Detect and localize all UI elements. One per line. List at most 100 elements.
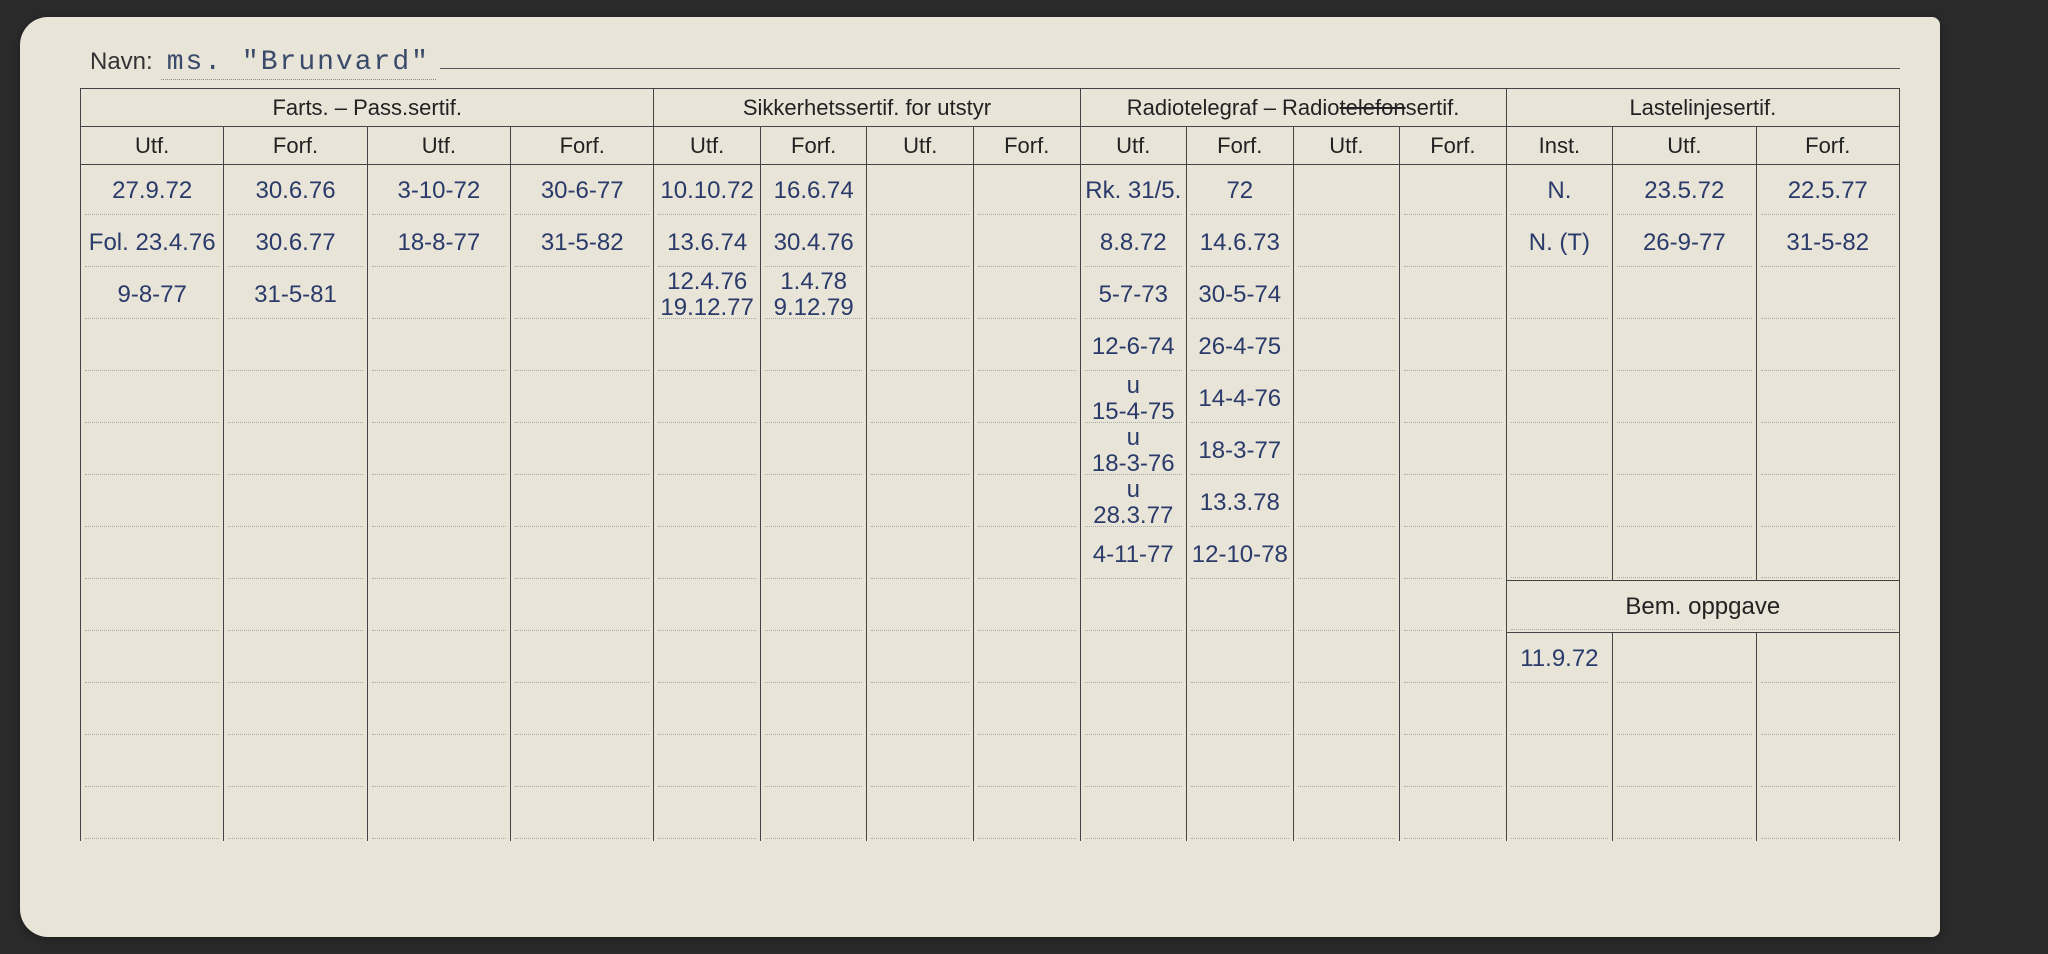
table-cell xyxy=(1506,269,1613,321)
table-cell: 12-10-78 xyxy=(1187,529,1294,581)
table-cell xyxy=(867,321,974,373)
table-cell: 8.8.72 xyxy=(1080,217,1187,269)
table-cell xyxy=(973,165,1080,217)
table-cell xyxy=(1080,633,1187,685)
table-cell xyxy=(224,477,367,529)
table-cell xyxy=(1400,165,1507,217)
table-cell xyxy=(1506,685,1613,737)
table-cell xyxy=(1756,633,1900,685)
col-header: Utf. xyxy=(867,127,974,165)
table-cell xyxy=(654,789,761,841)
table-cell xyxy=(1080,685,1187,737)
table-cell xyxy=(1613,529,1756,581)
table-cell xyxy=(1506,529,1613,581)
table-cell xyxy=(867,269,974,321)
table-cell xyxy=(81,425,224,477)
table-cell: 18-3-77 xyxy=(1187,425,1294,477)
table-cell xyxy=(1187,633,1294,685)
table-cell xyxy=(867,581,974,633)
table-cell xyxy=(367,789,510,841)
table-cell xyxy=(367,321,510,373)
table-cell xyxy=(511,373,654,425)
table-cell: 3-10-72 xyxy=(367,165,510,217)
table-row: 27.9.7230.6.763-10-7230-6-7710.10.7216.6… xyxy=(81,165,1900,217)
table-cell xyxy=(367,269,510,321)
table-cell xyxy=(1613,789,1756,841)
table-cell: N. xyxy=(1506,165,1613,217)
table-cell xyxy=(973,737,1080,789)
table-cell: 14.6.73 xyxy=(1187,217,1294,269)
table-row xyxy=(81,789,1900,841)
table-cell xyxy=(1400,217,1507,269)
table-cell: 5-7-73 xyxy=(1080,269,1187,321)
table-cell xyxy=(1080,789,1187,841)
table-cell xyxy=(367,737,510,789)
table-cell xyxy=(1756,529,1900,581)
group-farts: Farts. – Pass.sertif. xyxy=(81,89,654,127)
table-cell xyxy=(867,737,974,789)
table-cell xyxy=(654,737,761,789)
table-cell xyxy=(1506,321,1613,373)
table-cell xyxy=(1400,737,1507,789)
table-cell: 31-5-81 xyxy=(224,269,367,321)
table-cell: 4-11-77 xyxy=(1080,529,1187,581)
table-cell xyxy=(654,477,761,529)
table-row: 4-11-7712-10-78 xyxy=(81,529,1900,581)
table-cell: 30-6-77 xyxy=(511,165,654,217)
table-cell xyxy=(1080,581,1187,633)
table-cell xyxy=(1400,321,1507,373)
col-header: Utf. xyxy=(81,127,224,165)
table-cell xyxy=(1293,373,1400,425)
table-cell xyxy=(867,165,974,217)
col-header: Forf. xyxy=(224,127,367,165)
table-cell: 31-5-82 xyxy=(1756,217,1900,269)
table-cell: 30.4.76 xyxy=(760,217,867,269)
table-cell xyxy=(224,789,367,841)
table-cell xyxy=(760,529,867,581)
table-row: u 15-4-7514-4-76 xyxy=(81,373,1900,425)
table-cell xyxy=(224,581,367,633)
col-header: Forf. xyxy=(1756,127,1900,165)
table-cell xyxy=(1756,685,1900,737)
table-cell xyxy=(1400,529,1507,581)
table-cell: 14-4-76 xyxy=(1187,373,1294,425)
table-cell xyxy=(973,477,1080,529)
table-cell xyxy=(654,321,761,373)
table-cell xyxy=(1293,477,1400,529)
col-header: Utf. xyxy=(1293,127,1400,165)
table-cell xyxy=(1293,217,1400,269)
table-cell xyxy=(511,737,654,789)
table-cell xyxy=(1613,321,1756,373)
table-cell xyxy=(224,737,367,789)
table-cell: 1.4.78 9.12.79 xyxy=(760,269,867,321)
table-cell xyxy=(81,581,224,633)
table-cell: 23.5.72 xyxy=(1613,165,1756,217)
table-cell: 22.5.77 xyxy=(1756,165,1900,217)
col-header: Utf. xyxy=(1080,127,1187,165)
table-cell xyxy=(1400,373,1507,425)
table-cell xyxy=(867,373,974,425)
table-cell xyxy=(1187,737,1294,789)
table-cell xyxy=(1506,477,1613,529)
table-cell xyxy=(81,529,224,581)
table-cell xyxy=(654,373,761,425)
table-cell xyxy=(224,425,367,477)
table-cell xyxy=(81,789,224,841)
table-cell xyxy=(1756,373,1900,425)
table-cell xyxy=(1756,477,1900,529)
table-cell xyxy=(1756,737,1900,789)
table-cell xyxy=(973,581,1080,633)
table-row: u 28.3.7713.3.78 xyxy=(81,477,1900,529)
table-cell: 18-8-77 xyxy=(367,217,510,269)
table-cell xyxy=(81,321,224,373)
table-cell xyxy=(654,581,761,633)
table-cell xyxy=(760,321,867,373)
table-row: 9-8-7731-5-8112.4.76 19.12.771.4.78 9.12… xyxy=(81,269,1900,321)
table-cell xyxy=(1293,685,1400,737)
table-cell xyxy=(867,789,974,841)
table-cell xyxy=(511,269,654,321)
group-header-row: Farts. – Pass.sertif. Sikkerhetssertif. … xyxy=(81,89,1900,127)
table-cell xyxy=(973,269,1080,321)
table-cell xyxy=(81,633,224,685)
group-lastelinje: Lastelinjesertif. xyxy=(1506,89,1899,127)
